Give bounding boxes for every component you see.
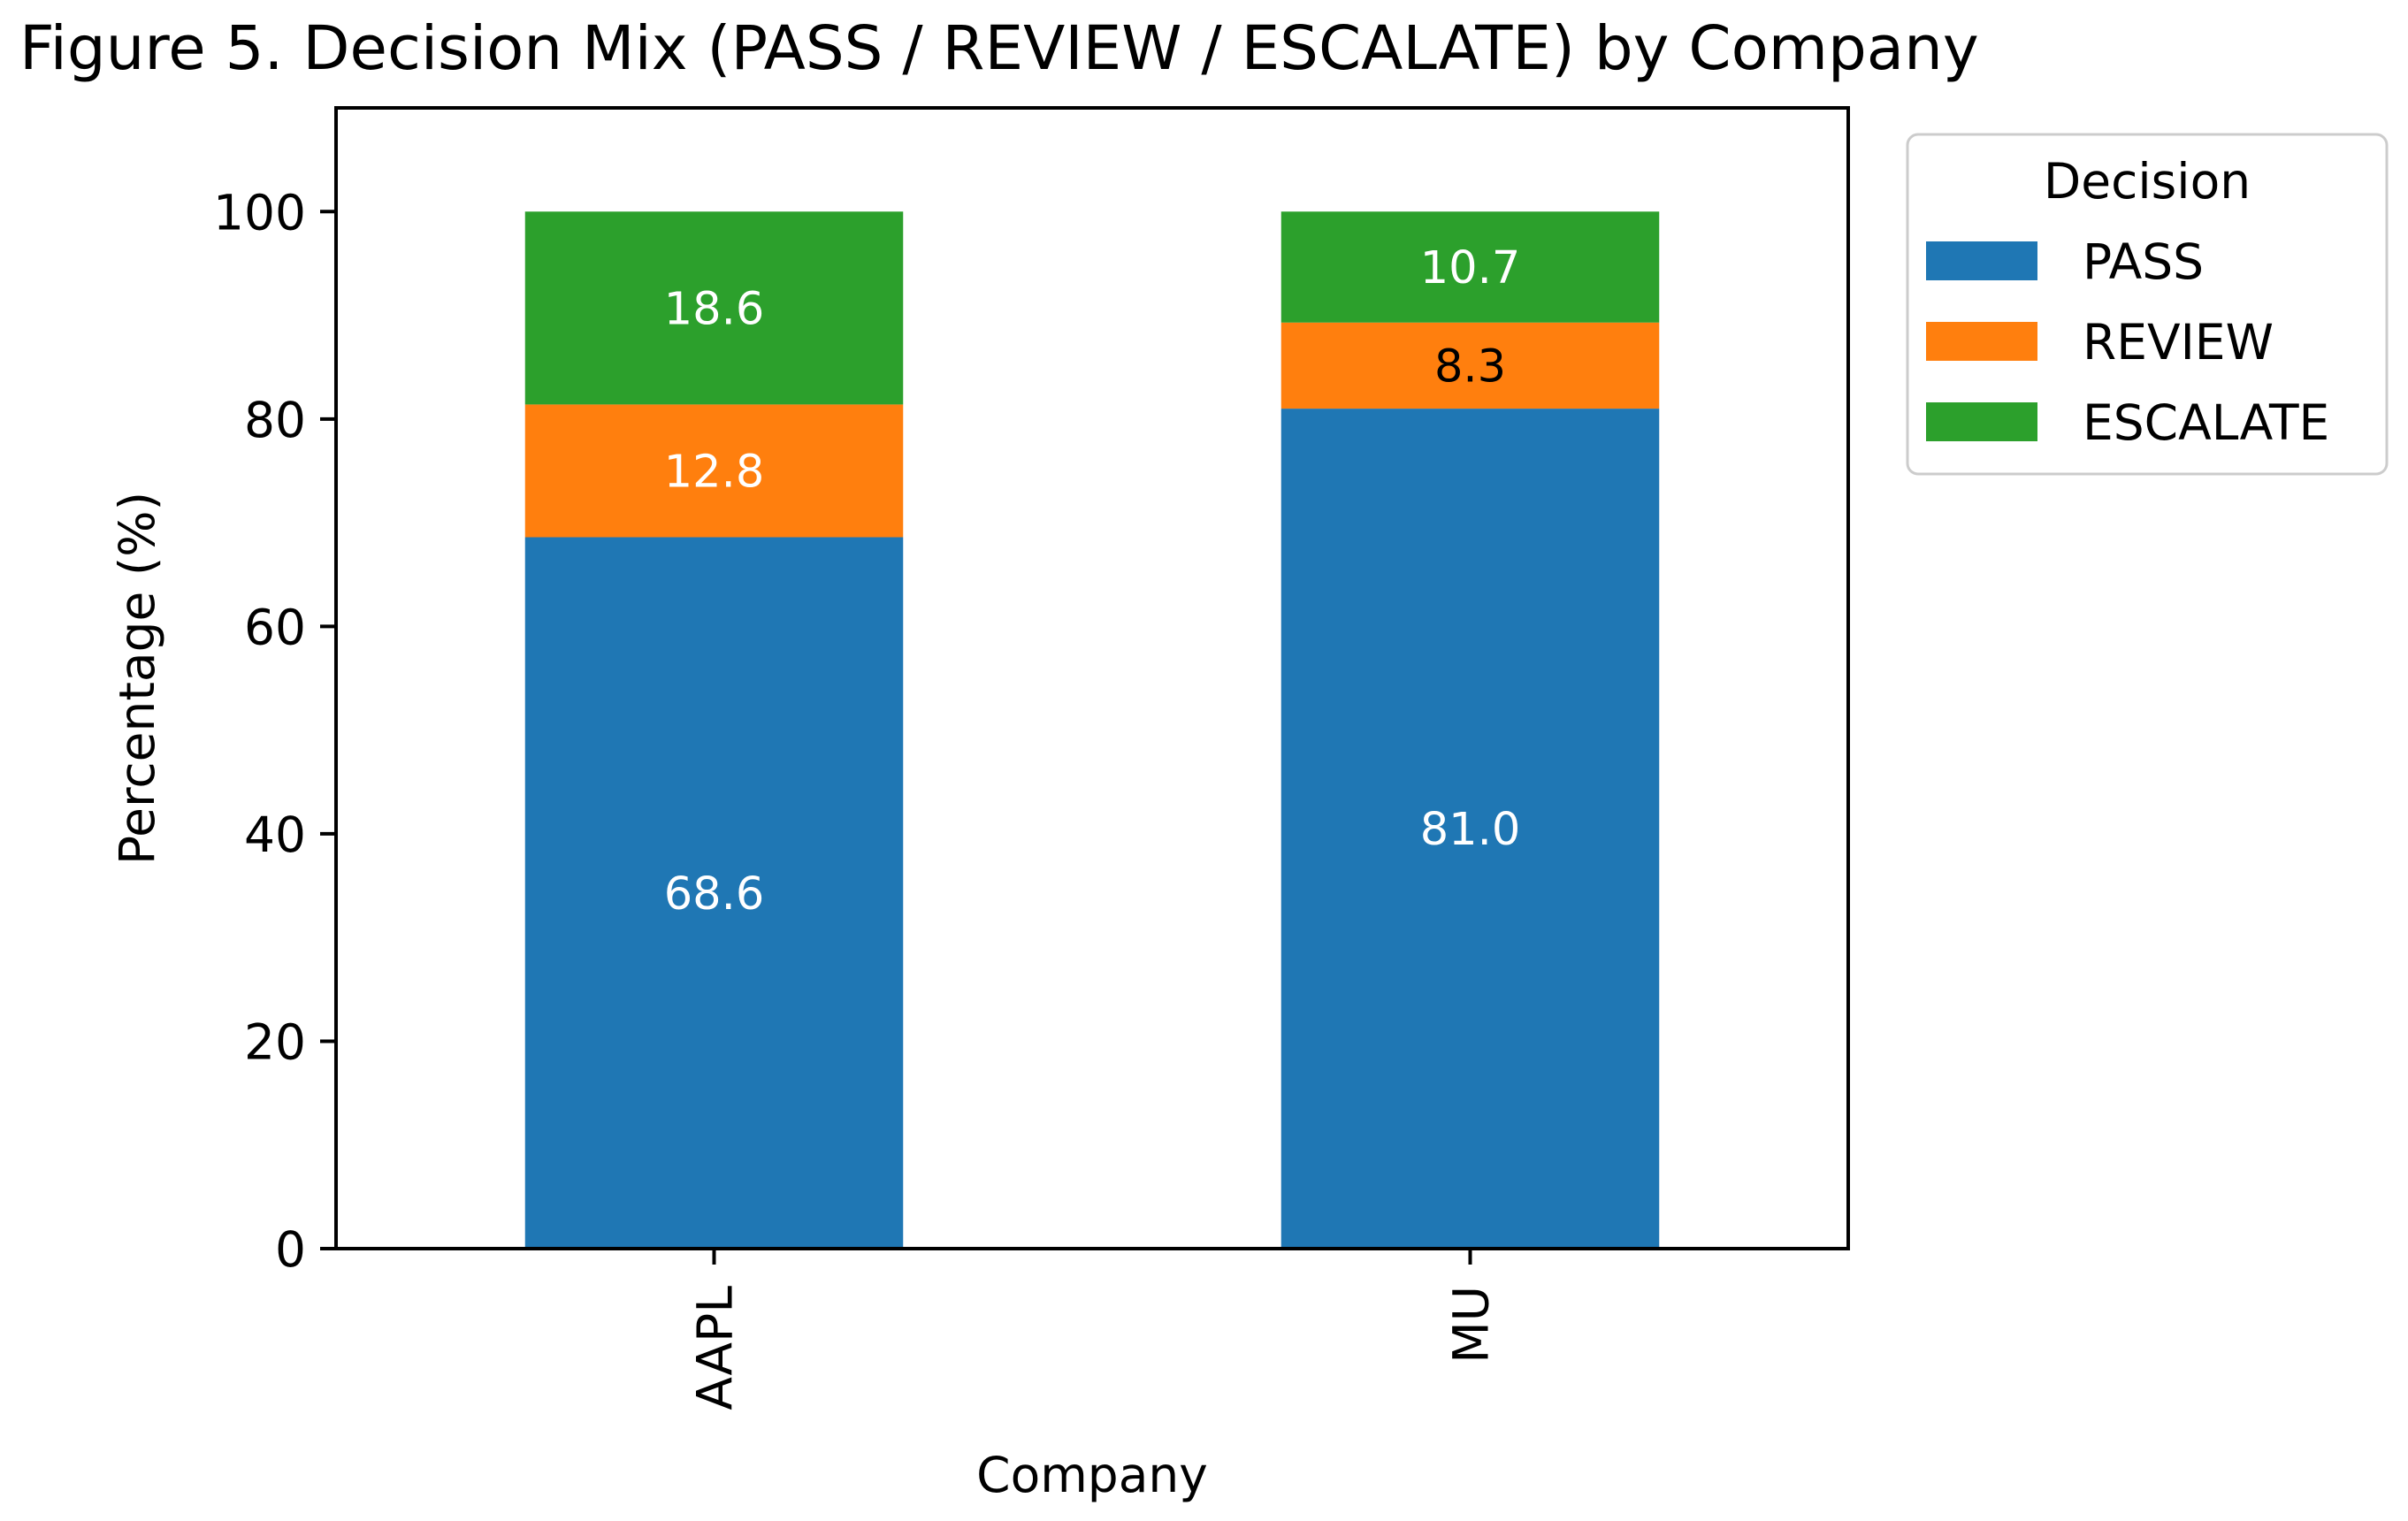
- bar-escalate-aapl: [524, 211, 904, 405]
- y-axis: 0 20 40 60 80 100: [213, 184, 336, 1278]
- bar-pass-aapl: [524, 537, 904, 1249]
- legend: Decision PASS REVIEW ESCALATE: [1906, 133, 2389, 476]
- x-tick-label-aapl: AAPL: [687, 1286, 744, 1410]
- y-tick-label: 80: [244, 392, 306, 448]
- x-tick-label-mu: MU: [1443, 1286, 1500, 1364]
- bar-pass-mu: [1280, 409, 1660, 1249]
- bar-label-review-mu: 8.3: [1434, 340, 1506, 393]
- bar-label-escalate-mu: 10.7: [1420, 242, 1521, 294]
- legend-frame: [1906, 133, 2389, 476]
- legend-label-escalate: ESCALATE: [2083, 394, 2329, 451]
- legend-title: Decision: [2044, 153, 2251, 210]
- y-tick-label: 100: [213, 184, 306, 241]
- y-tick-label: 60: [244, 599, 306, 655]
- y-axis-label: Percentage (%): [109, 492, 165, 865]
- x-axis-label: Company: [976, 1447, 1208, 1503]
- plot-frame: [334, 106, 1850, 1250]
- y-tick-label: 20: [244, 1013, 306, 1070]
- legend-swatch-review: [1926, 322, 2037, 361]
- legend-swatch-pass: [1926, 241, 2037, 280]
- legend-swatch-escalate: [1926, 402, 2037, 441]
- legend-items: PASS REVIEW ESCALATE: [1926, 233, 2329, 451]
- chart-title: Figure 5. Decision Mix (PASS / REVIEW / …: [19, 13, 1979, 84]
- bar-review-mu: [1280, 322, 1660, 409]
- bar-review-aapl: [524, 404, 904, 538]
- bar-label-pass-mu: 81.0: [1420, 804, 1521, 856]
- bar-label-escalate-aapl: 18.6: [664, 283, 765, 335]
- legend-label-review: REVIEW: [2083, 314, 2274, 371]
- y-tick-label: 0: [275, 1221, 306, 1278]
- y-tick-label: 40: [244, 806, 306, 863]
- x-axis: AAPL MU: [687, 1249, 1500, 1410]
- bar-escalate-mu: [1280, 211, 1660, 323]
- legend-label-pass: PASS: [2083, 233, 2204, 290]
- bars-layer: 68.6 12.8 18.6 81.0 8.3 10.7: [524, 211, 1660, 1249]
- bar-label-pass-aapl: 68.6: [664, 868, 765, 921]
- bar-label-review-aapl: 12.8: [664, 446, 765, 498]
